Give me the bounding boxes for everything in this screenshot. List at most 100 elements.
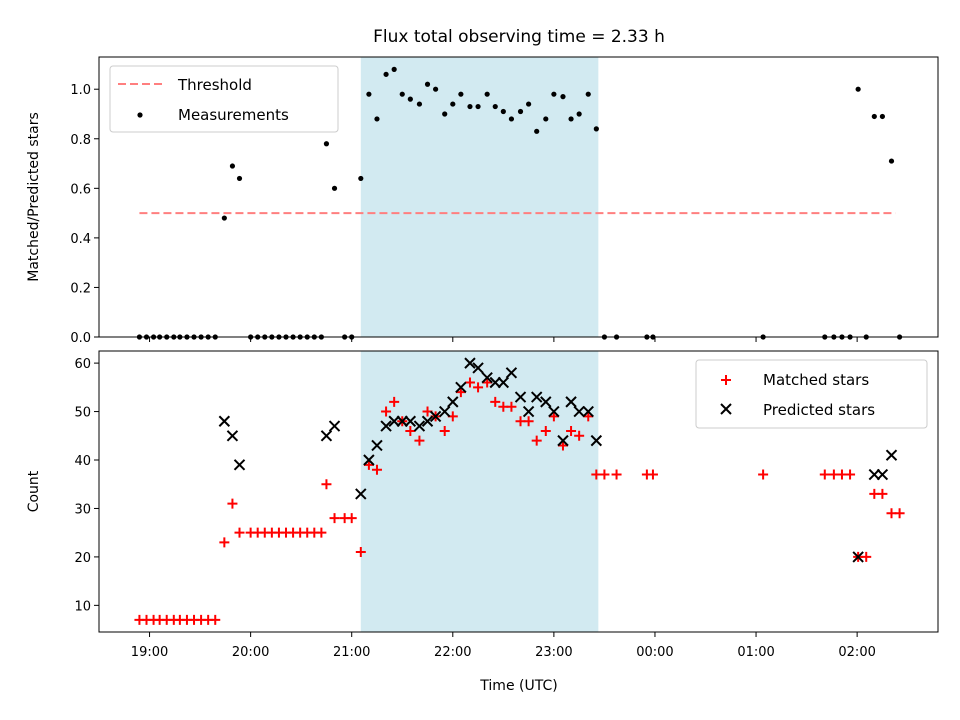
count-observing-span [360, 351, 599, 632]
x-tick-label: 23:00 [535, 645, 572, 660]
measurement-point [236, 175, 243, 182]
measurement-point [568, 116, 574, 122]
predicted-star-point [885, 449, 898, 461]
predicted-star-point [455, 381, 467, 394]
predicted-star-point [380, 420, 392, 432]
legend-measurements-swatch [137, 112, 143, 118]
predicted-star-point [590, 434, 603, 447]
matched-star-point [523, 416, 534, 427]
measurement-point [543, 116, 549, 122]
x-tick-label: 01:00 [737, 645, 774, 660]
predicted-star-point [328, 420, 341, 432]
predicted-star-point [421, 415, 434, 427]
matched-star-point [583, 411, 594, 422]
count-legend: Matched stars Predicted stars [695, 359, 928, 429]
ratio-y-tick-label: 0.6 [70, 182, 91, 197]
ratio-y-tick-label: 0.2 [70, 281, 91, 296]
ratio-y-tick-label: 1.0 [70, 83, 91, 98]
predicted-star-point [413, 420, 426, 432]
measurement-point [358, 175, 364, 182]
legend-threshold-label: Threshold [177, 76, 252, 94]
ratio-frame [98, 56, 939, 338]
matched-star-point [894, 508, 905, 519]
count-y-tick-label: 60 [74, 357, 91, 372]
ratio-y-tick-label: 0.4 [70, 232, 91, 247]
matched-star-point [464, 377, 475, 388]
matched-star-point [845, 469, 856, 480]
measurement-point [442, 111, 448, 117]
count-y-axis-label: Count [26, 470, 42, 512]
matched-star-point [473, 382, 484, 393]
predicted-star-point [868, 468, 881, 481]
count-panel: 10 20 30 40 50 60 19:00 20:00 21:00 22:00 23:00 00:… [26, 350, 939, 660]
x-tick-label: 22:00 [434, 645, 471, 660]
predicted-star-point [218, 415, 231, 427]
matched-star-point [861, 551, 872, 562]
measurement-point [467, 103, 473, 110]
predicted-star-point [505, 367, 518, 379]
predicted-star-point [582, 405, 594, 418]
predicted-star-point [388, 415, 400, 427]
measurement-point [323, 141, 330, 147]
measurement-point [551, 91, 557, 97]
measurement-point [221, 215, 227, 221]
measurement-point [391, 66, 397, 72]
matched-star-point [540, 425, 551, 436]
measurement-point [492, 103, 498, 110]
matched-star-point [611, 469, 622, 480]
legend-predicted-label: Predicted stars [763, 401, 875, 419]
measurement-point [229, 163, 236, 169]
count-y-tick-label: 50 [74, 406, 91, 421]
predicted-star-point [514, 391, 527, 403]
predicted-star-point [497, 376, 510, 389]
matched-star-point [405, 425, 416, 436]
matched-star-point [574, 430, 585, 441]
measurement-point [407, 96, 413, 102]
measurement-point [450, 101, 456, 107]
matched-star-point [506, 401, 517, 412]
measurement-point [475, 103, 481, 110]
measurement-point [585, 91, 591, 97]
matched-star-point [819, 469, 830, 480]
predicted-star-point [522, 405, 535, 418]
predicted-star-point [876, 468, 889, 481]
predicted-star-point [481, 371, 493, 384]
measurement-point [424, 81, 431, 87]
measurement-point [593, 126, 599, 132]
measurement-point [888, 158, 895, 164]
predicted-star-point [355, 488, 367, 500]
legend-matched-label: Matched stars [763, 371, 869, 389]
measurement-point [576, 111, 582, 117]
matched-star-point [219, 537, 230, 548]
measurement-point [526, 101, 532, 107]
matched-star-point [371, 464, 382, 475]
measurement-point [383, 71, 389, 77]
ratio-y-tick-label: 0.8 [70, 133, 91, 148]
measurement-point [560, 94, 566, 100]
measurement-point [517, 108, 524, 115]
x-tick-label: 00:00 [636, 645, 673, 660]
predicted-star-point [530, 391, 543, 403]
measurement-point [433, 86, 439, 92]
ratio-y-axis-label: Matched/Predicted stars [26, 112, 42, 282]
legend-predicted-swatch [720, 403, 732, 415]
matched-star-point [227, 498, 238, 509]
matched-star-point [210, 614, 221, 625]
measurement-point [399, 91, 405, 97]
legend-measurements-label: Measurements [178, 106, 289, 124]
predicted-star-point [404, 415, 417, 427]
predicted-star-point [439, 405, 451, 418]
matched-star-point [548, 411, 559, 422]
matched-star-point [363, 459, 374, 470]
measurement-point [484, 91, 490, 97]
matched-star-point [234, 527, 245, 538]
predicted-star-point [429, 410, 442, 423]
chart-title: Flux total observing time = 2.33 h [373, 27, 665, 47]
count-y-tick-label: 40 [74, 454, 91, 469]
matched-star-point [531, 435, 542, 446]
measurement-point [500, 108, 506, 115]
x-tick-label: 20:00 [232, 645, 269, 660]
measurement-point [416, 101, 423, 107]
predicted-star-point [852, 551, 864, 563]
